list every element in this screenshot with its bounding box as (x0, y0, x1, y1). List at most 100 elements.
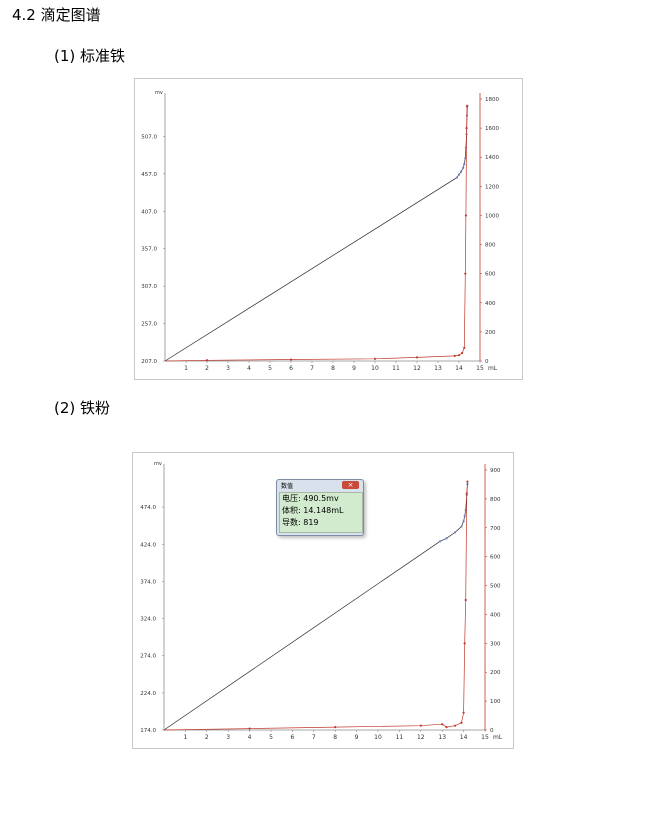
x-tick-label: 10 (374, 734, 382, 741)
x-tick-label: 8 (331, 365, 335, 372)
y-axis-label: mv (155, 90, 163, 96)
y2-tick-label: 600 (490, 555, 501, 561)
x-tick-label: 4 (247, 365, 251, 372)
y-tick-label: 507.0 (141, 134, 157, 140)
chart-standard-iron: mv mL 1 2 3 4 5 6 7 8 9 10 11 12 13 14 15 207.0 257.0 307.0… (134, 78, 523, 380)
subsection-title-standard-iron: (1) 标准铁 (54, 47, 126, 65)
x-tick-label: 4 (248, 734, 252, 741)
x-tick-label: 6 (289, 365, 293, 372)
derivative-point (457, 354, 461, 357)
x-tick-label: 15 (481, 734, 489, 741)
x-tick-label: 2 (205, 734, 209, 741)
derivative-point (289, 358, 293, 361)
y2-tick-label: 500 (490, 584, 501, 590)
y2-tick-label: 400 (490, 612, 501, 618)
x-tick-label: 9 (355, 734, 359, 741)
y2-tick-label: 1000 (485, 213, 499, 219)
x-axis-label: mL (493, 734, 503, 741)
x-tick-label: 11 (396, 734, 404, 741)
y-tick-label: 324.0 (140, 617, 156, 623)
potential-curve (163, 484, 468, 731)
derivative-curve (164, 106, 468, 362)
x-tick-label: 13 (438, 734, 446, 741)
y-tick-label: 407.0 (141, 209, 157, 215)
x-tick-label: 1 (184, 365, 188, 372)
derivative-point (441, 723, 444, 726)
derivative-point (465, 492, 468, 495)
y2-tick-label: 400 (485, 301, 496, 307)
y-tick-label: 424.0 (140, 542, 156, 548)
x-tick-label: 9 (352, 365, 356, 372)
derivative-point (463, 346, 466, 349)
potential-point (445, 537, 448, 540)
subsection-title-iron-powder: (2) 铁粉 (54, 399, 111, 417)
potential-point (438, 540, 442, 543)
popup-title: 数值 (281, 483, 294, 490)
popup-row-derivative: 导数: 819 (282, 518, 319, 527)
y2-tick-label: 600 (485, 272, 496, 278)
derivative-point (465, 105, 469, 108)
popup-row-voltage: 电压: 490.5mv (282, 494, 339, 503)
x-tick-label: 3 (226, 734, 230, 741)
derivative-point (415, 356, 419, 359)
x-tick-label: 14 (460, 734, 468, 741)
x-tick-label: 7 (310, 365, 314, 372)
x-tick-label: 10 (371, 365, 379, 372)
y2-tick-label: 0 (490, 728, 494, 734)
data-popup[interactable]: 数值 × 电压: 490.5mv 体积: 14.148mL 导数: 819 (276, 479, 364, 536)
x-tick-label: 11 (392, 365, 400, 372)
potential-point (462, 520, 465, 523)
y-tick-label: 257.0 (141, 322, 157, 328)
x-tick-label: 12 (413, 365, 421, 372)
x-axis-label: mL (488, 365, 498, 372)
y-tick-label: 274.0 (140, 654, 156, 660)
x-tick-label: 2 (205, 365, 209, 372)
popup-row-volume: 体积: 14.148mL (282, 506, 344, 515)
derivative-point (465, 127, 468, 130)
derivative-point (462, 711, 465, 714)
y2-tick-label: 800 (490, 497, 501, 503)
x-tick-label: 8 (333, 734, 337, 741)
potential-point (460, 170, 463, 173)
y-axis-label: mv (154, 461, 162, 467)
x-tick-label: 7 (312, 734, 316, 741)
derivative-point (373, 357, 377, 360)
y-tick-label: 357.0 (141, 247, 157, 253)
y2-tick-label: 0 (485, 359, 489, 365)
y-tick-label: 224.0 (140, 691, 156, 697)
y-tick-label: 474.0 (140, 505, 156, 511)
potential-point (455, 176, 458, 179)
y2-tick-label: 1200 (485, 184, 499, 190)
popup-titlebar[interactable]: 数值 × (277, 480, 363, 491)
derivative-point (464, 214, 468, 217)
x-tick-label: 5 (268, 365, 272, 372)
y-tick-label: 207.0 (141, 359, 157, 365)
derivative-point (464, 598, 467, 602)
y-tick-label: 457.0 (141, 172, 157, 178)
y2-tick-label: 1600 (485, 126, 499, 132)
x-tick-label: 3 (226, 365, 230, 372)
potential-point (463, 163, 466, 166)
y2-tick-label: 1400 (485, 155, 499, 161)
y2-tick-label: 700 (490, 526, 501, 532)
y2-tick-label: 200 (490, 670, 501, 676)
popup-body: 电压: 490.5mv 体积: 14.148mL 导数: 819 (279, 492, 363, 533)
x-tick-label: 13 (434, 365, 442, 372)
derivative-point (464, 272, 467, 275)
potential-point (453, 531, 457, 534)
derivative-point (460, 721, 463, 724)
derivative-point (419, 724, 422, 727)
x-tick-label: 14 (455, 365, 463, 372)
y2-tick-label: 200 (485, 330, 496, 336)
close-icon[interactable]: × (342, 481, 359, 489)
x-tick-label: 15 (476, 365, 484, 372)
derivative-point (445, 726, 448, 729)
derivative-point (453, 724, 457, 727)
x-tick-label: 5 (269, 734, 273, 741)
section-title: 4.2 滴定图谱 (12, 6, 101, 24)
derivative-point (463, 642, 466, 645)
derivative-point (453, 354, 456, 358)
y2-tick-label: 800 (485, 243, 496, 249)
